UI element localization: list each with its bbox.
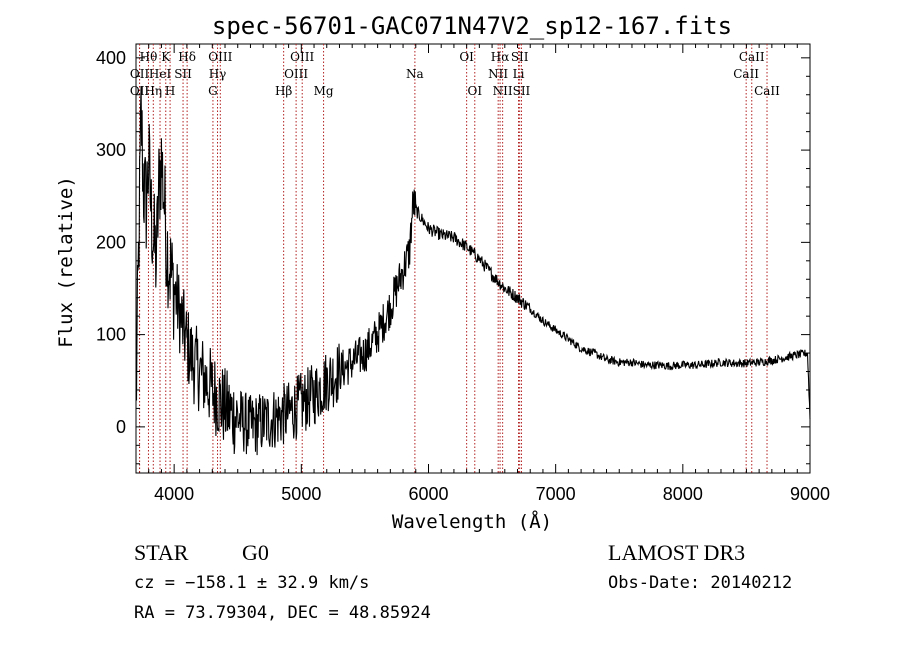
y-tick-label-3: 300	[96, 140, 126, 160]
line-label-26: CaII	[733, 67, 759, 81]
line-label-23: Li	[513, 67, 525, 81]
spectral-line-markers	[139, 44, 768, 473]
line-label-13: OIII	[284, 67, 308, 81]
line-label-0: Hθ	[140, 50, 158, 64]
y-tick-label-1: 100	[96, 325, 126, 345]
spectrum-trace	[135, 86, 811, 456]
y-tick-label-0: 0	[116, 417, 126, 437]
line-label-14: Hβ	[275, 84, 292, 98]
line-label-2: OII	[130, 84, 150, 98]
line-label-12: OIII	[290, 50, 314, 64]
object-class: STAR	[134, 540, 189, 565]
line-label-17: OI	[459, 50, 474, 64]
redshift-velocity: cz = −158.1 ± 32.9 km/s	[134, 573, 370, 593]
y-tick-label-2: 200	[96, 232, 126, 252]
line-label-22: SII	[511, 50, 529, 64]
x-tick-label-1: 5000	[281, 484, 321, 504]
chart-title: spec-56701-GAC071N47V2_sp12-167.fits	[212, 12, 732, 40]
line-label-5: HeI	[149, 67, 172, 81]
line-label-1: OII	[130, 67, 150, 81]
x-tick-label-5: 9000	[790, 484, 830, 504]
x-tick-label-4: 8000	[663, 484, 703, 504]
line-label-21: NII	[493, 84, 513, 98]
line-label-7: Hδ	[178, 50, 196, 64]
line-label-6: H	[165, 84, 175, 98]
line-label-4: K	[161, 50, 171, 64]
line-label-20: NII	[488, 67, 508, 81]
spectral-subclass: G0	[242, 540, 269, 565]
line-label-24: SII	[513, 84, 531, 98]
survey-name: LAMOST DR3	[608, 540, 746, 565]
line-label-9: OIII	[208, 50, 232, 64]
line-label-3: Hη	[144, 84, 162, 98]
y-tick-label-4: 400	[96, 48, 126, 68]
x-tick-label-2: 6000	[408, 484, 448, 504]
line-label-18: OI	[467, 84, 482, 98]
y-axis-label: Flux (relative)	[55, 176, 77, 348]
line-label-27: CaII	[754, 84, 780, 98]
axis-ticks: 4000 5000 6000 7000 8000 9000 0 100 200 300 400	[96, 44, 830, 504]
line-label-15: Mg	[314, 84, 334, 98]
x-tick-label-3: 7000	[536, 484, 576, 504]
line-label-8: SII	[174, 67, 192, 81]
line-label-16: Na	[406, 67, 424, 81]
sky-coordinates: RA = 73.79304, DEC = 48.85924	[134, 603, 431, 623]
observation-date: Obs-Date: 20140212	[608, 573, 793, 593]
line-label-19: Hα	[491, 50, 510, 64]
x-tick-label-0: 4000	[154, 484, 194, 504]
line-label-10: Hγ	[209, 67, 227, 81]
line-label-25: CaII	[739, 50, 765, 64]
x-axis-label: Wavelength (Å)	[392, 510, 552, 533]
line-label-11: G	[208, 84, 218, 98]
plot-frame	[135, 43, 811, 474]
